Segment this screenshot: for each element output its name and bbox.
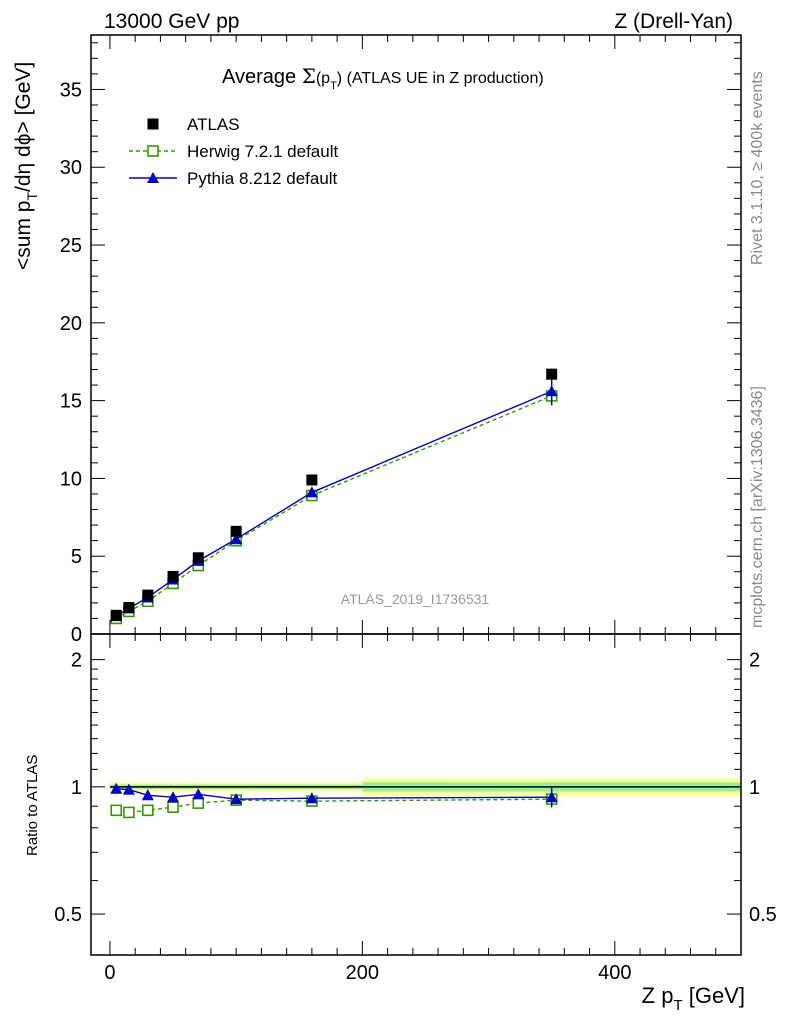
herwig-point xyxy=(192,797,205,809)
legend-marker-atlas xyxy=(147,118,159,130)
atlas-point xyxy=(142,589,154,601)
source-label: mcplots.cern.ch [arXiv:1306.3436] xyxy=(749,386,766,628)
pythia-point xyxy=(230,533,243,545)
atlas-point xyxy=(230,525,242,537)
pythia-line xyxy=(115,390,552,617)
header-right: Z (Drell-Yan) xyxy=(614,10,733,33)
pythia-point xyxy=(545,791,558,803)
ratio-y-tick-label: 2 xyxy=(71,650,82,672)
legend-label-herwig: Herwig 7.2.1 default xyxy=(187,142,338,161)
x-tick-label: 200 xyxy=(346,962,379,984)
atlas-point xyxy=(306,474,318,486)
y-tick-label: 15 xyxy=(60,391,82,413)
ratio-y-tick-label: 0.5 xyxy=(54,904,82,926)
ratio-frame xyxy=(90,633,742,956)
ratio-y-tick-label-right: 1 xyxy=(749,777,760,799)
herwig-point xyxy=(123,806,135,819)
herwig-line xyxy=(115,395,552,620)
legend-marker-herwig xyxy=(147,145,159,157)
legend: ATLAS Herwig 7.2.1 default Pythia 8.212 de… xyxy=(129,115,338,188)
ratio-y-tick-label-right: 2 xyxy=(749,650,760,672)
header-left: 13000 GeV pp xyxy=(104,10,239,33)
herwig-point xyxy=(141,804,154,817)
pythia-point xyxy=(545,385,558,397)
atlas-point xyxy=(167,570,179,582)
ratio-y-tick-label-right: 0.5 xyxy=(749,904,777,926)
y-tick-label: 5 xyxy=(71,546,82,568)
x-axis-label: Z pT [GeV] xyxy=(642,983,745,1014)
y-tick-label: 30 xyxy=(60,157,82,179)
pythia-point xyxy=(122,783,135,795)
analysis-watermark: ATLAS_2019_I1736531 xyxy=(341,591,490,607)
y-tick-label: 35 xyxy=(60,79,82,101)
atlas-point xyxy=(192,552,204,564)
pythia-point xyxy=(141,789,154,801)
pythia-point xyxy=(305,486,318,498)
ratio-panel: 0 200 400 0.5 0.5 1 1 2 2 xyxy=(54,633,777,984)
herwig-point xyxy=(167,801,179,814)
pythia-point xyxy=(192,788,205,800)
atlas-point xyxy=(123,602,135,614)
herwig-line xyxy=(116,798,552,814)
main-title: Average Σ(pT) (ATLAS UE in Z production) xyxy=(222,64,544,92)
pythia-point xyxy=(305,792,318,804)
x-tick-label: 400 xyxy=(598,962,631,984)
ratio-y-label: Ratio to ATLAS xyxy=(24,755,41,856)
rivet-label: Rivet 3.1.10, ≥ 400k events xyxy=(749,71,766,265)
main-y-label: <sum pT/dη dϕ> [GeV] xyxy=(12,62,40,270)
y-tick-label: 25 xyxy=(60,235,82,257)
legend-marker-pythia xyxy=(147,172,159,183)
legend-label-atlas: ATLAS xyxy=(187,115,240,134)
y-tick-label: 20 xyxy=(60,313,82,335)
atlas-point xyxy=(110,609,122,621)
atlas-point xyxy=(546,368,558,380)
pythia-point xyxy=(167,791,180,803)
legend-label-pythia: Pythia 8.212 default xyxy=(187,169,338,188)
main-panel: 0 5 10 15 20 25 30 35 xyxy=(60,34,742,646)
y-tick-label: 10 xyxy=(60,468,82,490)
pythia-point xyxy=(230,793,243,805)
herwig-point xyxy=(110,804,123,817)
ratio-y-tick-label: 1 xyxy=(71,777,82,799)
y-tick-label: 0 xyxy=(71,624,82,646)
x-tick-label: 0 xyxy=(104,962,115,984)
pythia-point xyxy=(110,782,123,794)
